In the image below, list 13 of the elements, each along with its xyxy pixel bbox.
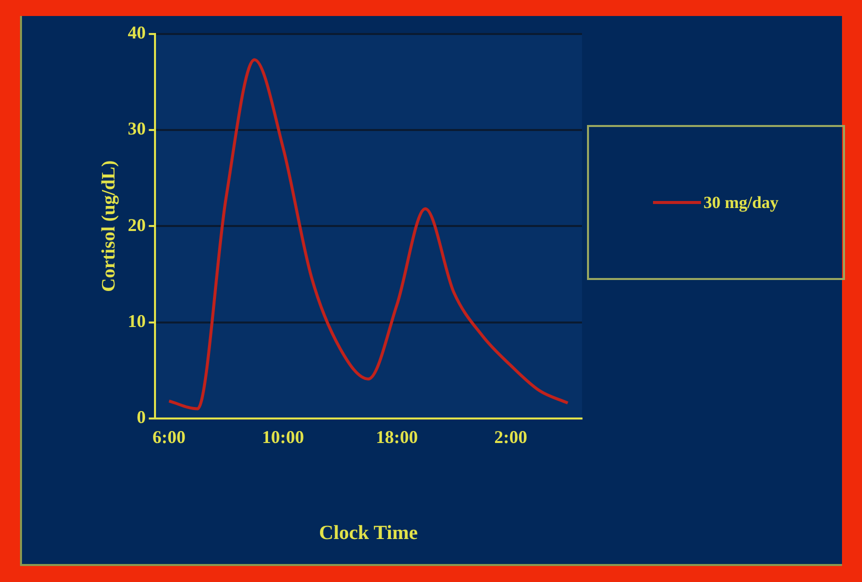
line-series bbox=[168, 58, 570, 410]
x-tick-label: 10:00 bbox=[262, 426, 304, 447]
y-tick-label: 20 bbox=[128, 214, 146, 235]
x-tick-label: 2:00 bbox=[494, 426, 528, 447]
y-tick-label: 40 bbox=[128, 22, 146, 42]
y-tick-label: 30 bbox=[128, 118, 146, 139]
y-axis-title: Cortisol (ug/dL) bbox=[98, 160, 120, 292]
x-axis-title: Clock Time bbox=[319, 522, 418, 544]
y-tick-label: 10 bbox=[128, 310, 146, 331]
y-tick-label: 0 bbox=[136, 407, 146, 428]
x-tick-label: 6:00 bbox=[152, 426, 186, 447]
x-tick-label: 18:00 bbox=[376, 426, 418, 447]
legend-label: 30 mg/day bbox=[703, 192, 779, 212]
